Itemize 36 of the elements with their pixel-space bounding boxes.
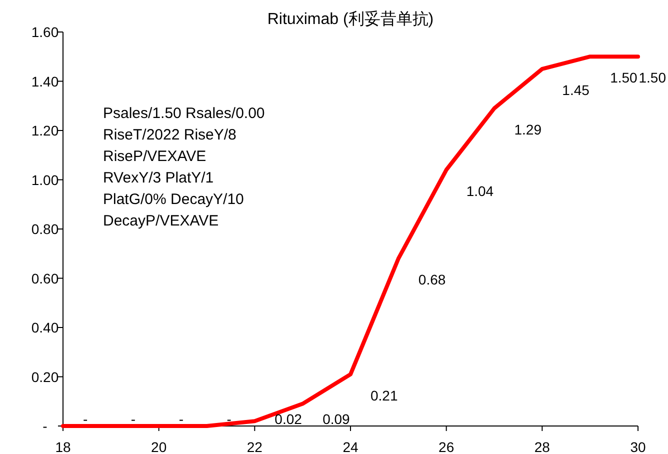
data-label: 0.02	[274, 411, 302, 427]
annotation: RVexY/3 PlatY/1	[103, 170, 214, 186]
x-tick-label: 28	[534, 439, 550, 454]
y-tick-label: 1.40	[31, 73, 59, 90]
data-label: 0.09	[322, 411, 350, 427]
data-label: 0.21	[370, 387, 398, 404]
data-label: 1.29	[514, 121, 542, 138]
x-tick-label: 22	[246, 439, 263, 454]
y-tick-label: -	[42, 418, 48, 434]
data-label: 0.68	[418, 272, 446, 288]
annotation: Psales/1.50 Rsales/0.00	[103, 105, 265, 122]
data-label: -	[130, 411, 136, 427]
x-tick-label: 18	[55, 439, 71, 454]
x-tick-label: 26	[438, 439, 454, 454]
y-tick-label: 0.60	[31, 270, 59, 286]
chart-title: Rituximab (利妥昔单抗)	[267, 10, 434, 28]
x-tick-label: 20	[151, 439, 167, 454]
data-label: -	[83, 411, 88, 427]
annotation: PlatG/0% DecayY/10	[103, 191, 244, 208]
data-label: 1.45	[562, 82, 590, 98]
data-label: 1.50	[638, 70, 666, 86]
data-label: 1.04	[466, 182, 494, 199]
x-tick-label: 24	[342, 439, 358, 454]
data-label: -	[226, 411, 232, 427]
data-label: 1.50	[610, 70, 638, 86]
y-tick-label: 1.60	[31, 24, 59, 40]
y-tick-label: 0.40	[31, 320, 59, 336]
annotation: DecayP/VEXAVE	[103, 212, 219, 230]
annotation: RiseP/VEXAVE	[103, 148, 206, 165]
y-tick-label: 1.20	[31, 122, 59, 138]
annotation: RiseT/2022 RiseY/8	[103, 126, 236, 144]
y-tick-label: 1.00	[31, 172, 59, 188]
y-tick-label: 0.80	[31, 221, 59, 237]
data-label: -	[178, 411, 184, 427]
x-tick-label: 30	[630, 439, 646, 454]
y-tick-label: 0.20	[31, 368, 59, 385]
